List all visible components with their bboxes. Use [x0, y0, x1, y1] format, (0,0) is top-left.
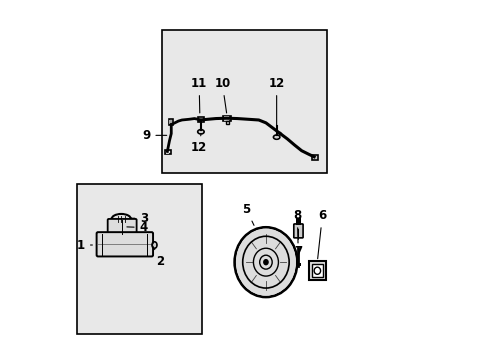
Bar [312, 155, 317, 160]
Text: 1: 1 [77, 239, 92, 252]
Text: 10: 10 [214, 77, 230, 113]
Ellipse shape [153, 243, 156, 247]
Text: 4: 4 [126, 221, 147, 234]
Ellipse shape [235, 229, 295, 296]
FancyBboxPatch shape [97, 232, 153, 256]
FancyBboxPatch shape [162, 30, 326, 173]
Bar [165, 151, 169, 154]
Bar [198, 117, 203, 122]
Text: 9: 9 [142, 129, 166, 142]
Bar [312, 156, 316, 159]
Text: 6: 6 [317, 209, 326, 259]
FancyBboxPatch shape [77, 184, 201, 334]
FancyBboxPatch shape [107, 219, 136, 235]
Ellipse shape [199, 131, 203, 133]
Bar [169, 120, 172, 124]
FancyBboxPatch shape [311, 264, 323, 277]
Text: 5: 5 [242, 203, 253, 225]
Text: 2: 2 [154, 249, 163, 268]
Bar [165, 150, 171, 154]
Ellipse shape [113, 215, 129, 223]
Bar [224, 116, 229, 121]
Ellipse shape [263, 259, 268, 265]
Ellipse shape [274, 136, 278, 138]
Text: 3: 3 [131, 212, 148, 225]
FancyBboxPatch shape [308, 261, 325, 280]
FancyBboxPatch shape [293, 224, 303, 238]
Bar [225, 121, 229, 123]
Text: 12: 12 [268, 77, 284, 131]
Bar [168, 119, 173, 125]
Text: 7: 7 [294, 229, 302, 258]
Text: 8: 8 [293, 209, 301, 243]
Bar [295, 217, 300, 225]
Bar [223, 116, 230, 121]
Text: 12: 12 [191, 134, 207, 154]
Text: 11: 11 [191, 77, 207, 113]
Bar [295, 263, 300, 266]
